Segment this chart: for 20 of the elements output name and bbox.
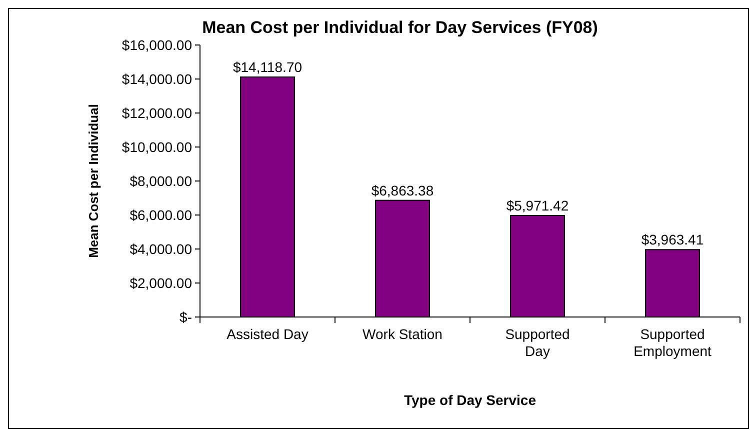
y-tick-label: $16,000.00 [122, 37, 192, 53]
x-tick-label: Supported Day [505, 326, 570, 359]
y-tick-label: $4,000.00 [130, 241, 192, 257]
data-label: $5,971.42 [506, 197, 569, 214]
data-label: $3,963.41 [641, 232, 704, 248]
x-tick-label: Assisted Day [226, 326, 308, 342]
y-tick-label: $- [180, 309, 192, 325]
x-tick-label: Supported Employment [634, 326, 712, 359]
y-tick-label: $12,000.00 [122, 105, 192, 121]
data-label: $6,863.38 [371, 182, 434, 198]
data-label: $14,118.70 [232, 58, 302, 75]
x-axis-title: Type of Day Service [404, 392, 536, 408]
y-tick-label: $8,000.00 [130, 173, 192, 189]
y-tick-label: $10,000.00 [122, 139, 192, 155]
y-tick-label: $2,000.00 [130, 275, 192, 291]
y-tick-label: $6,000.00 [130, 207, 192, 223]
chart-title: Mean Cost per Individual for Day Services (FY08) [202, 18, 598, 37]
y-tick-label: $14,000.00 [122, 71, 192, 87]
x-tick-label: Work Station [362, 326, 442, 342]
y-axis-title: Mean Cost per Individual [86, 104, 101, 258]
